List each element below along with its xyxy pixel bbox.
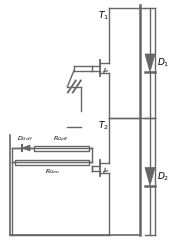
Text: $D_{\mathit{Goff}}$: $D_{\mathit{Goff}}$ <box>17 134 33 143</box>
Text: $R_{\mathit{Gon}}$: $R_{\mathit{Gon}}$ <box>45 167 60 176</box>
Text: $T_2$: $T_2$ <box>98 120 109 132</box>
Polygon shape <box>145 54 155 72</box>
Text: $R_{\mathit{Goff}}$: $R_{\mathit{Goff}}$ <box>54 134 69 143</box>
Text: $T_1$: $T_1$ <box>98 10 109 23</box>
Bar <box>34 145 89 150</box>
Bar <box>15 160 89 164</box>
Polygon shape <box>145 168 155 186</box>
Text: $D_1$: $D_1$ <box>157 57 169 69</box>
Text: $D_2$: $D_2$ <box>157 170 169 183</box>
Polygon shape <box>22 145 30 151</box>
